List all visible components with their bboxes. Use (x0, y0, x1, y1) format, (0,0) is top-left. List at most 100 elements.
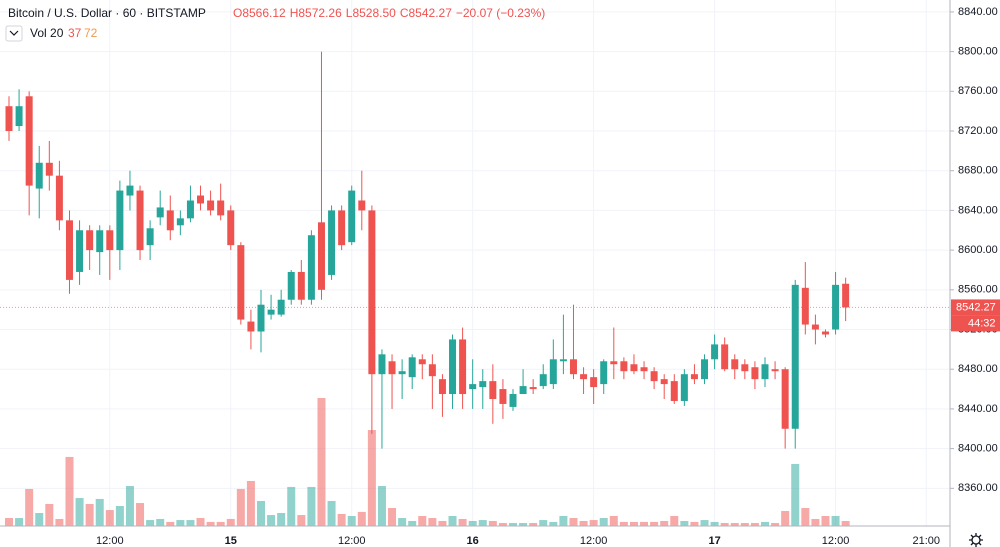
candle-body (197, 195, 205, 204)
candle-body (55, 175, 63, 221)
candle-body (418, 359, 426, 365)
candle-body (690, 374, 698, 380)
volume-bar (25, 488, 34, 526)
candle-body (146, 228, 154, 246)
volume-bar (629, 521, 638, 526)
candle-body (307, 235, 315, 300)
collapse-button[interactable] (5, 25, 23, 42)
candle-body (549, 359, 557, 385)
volume-bar (206, 521, 215, 526)
x-tick-label: 12:00 (580, 535, 608, 547)
candle-body (15, 106, 23, 127)
volume-bar (740, 523, 749, 526)
volume-bar (307, 486, 316, 526)
candle-body (25, 96, 33, 186)
candle-body (832, 284, 840, 330)
volume-legend-value: 37 (68, 26, 82, 40)
volume-bar (287, 486, 296, 526)
volume-bar (438, 520, 447, 526)
volume-bar (377, 485, 386, 526)
candle-body (156, 207, 164, 218)
volume-bar (559, 515, 568, 526)
volume-bar (569, 518, 578, 526)
candle-body (670, 381, 678, 401)
price-pane (5, 51, 850, 449)
candle-body (287, 271, 295, 300)
volume-bar (347, 515, 356, 526)
y-tick-label: 8760.00 (958, 85, 998, 97)
settings-icon[interactable] (969, 533, 983, 547)
volume-bar (196, 518, 205, 526)
candle-body (428, 364, 436, 377)
volume-pane (5, 398, 850, 526)
volume-bar (761, 521, 769, 526)
candle-body (328, 210, 336, 275)
candle-body (45, 162, 53, 176)
x-tick-label: 12:00 (96, 535, 124, 547)
ohlc-value: L8528.50 (346, 6, 396, 20)
volume-bar (468, 520, 477, 526)
y-tick-label: 8480.00 (958, 363, 998, 375)
volume-bar (781, 510, 790, 526)
volume-bar (317, 398, 326, 526)
last-price-label: 8542.27 (956, 301, 996, 313)
candle-body (711, 344, 719, 360)
volume-bar (75, 498, 84, 526)
volume-bar (771, 523, 780, 526)
volume-bar (710, 521, 719, 526)
ohlc-legend: O8566.12 H8572.26 L8528.50 C8542.27 −20.07 (… (233, 6, 545, 20)
collapse-icon (9, 30, 19, 36)
x-tick-label: 21:00 (913, 535, 941, 547)
volume-bar (831, 515, 840, 526)
candle-body (620, 361, 628, 372)
volume-bar (670, 515, 679, 526)
volume-bar (236, 488, 245, 526)
volume-bar (367, 430, 376, 526)
ohlc-value: C8542.27 (400, 6, 452, 20)
candle-body (247, 321, 255, 332)
volume-bar (498, 523, 507, 526)
y-tick-label: 8640.00 (958, 204, 998, 216)
volume-bar (519, 523, 528, 526)
candle-body (398, 371, 406, 375)
volume-bar (327, 500, 336, 526)
candle-body (76, 230, 84, 272)
volume-bar (509, 523, 517, 526)
candle-body (640, 367, 648, 372)
ohlc-value: O8566.12 (233, 6, 286, 20)
last-price-box (951, 299, 1000, 316)
candle-body (650, 371, 658, 382)
candle-body (479, 381, 487, 388)
volume-bar (5, 518, 13, 526)
volume-bar (267, 515, 276, 526)
volume-bar (579, 520, 588, 526)
candle-body (630, 364, 638, 372)
volume-bar (428, 518, 437, 526)
candle-body (267, 309, 275, 315)
candle-body (86, 230, 94, 251)
volume-bar (650, 521, 659, 526)
candle-body (610, 361, 618, 365)
candle-body (388, 361, 396, 375)
candle-body (126, 185, 134, 196)
candle-body (741, 364, 749, 372)
candle-body (297, 271, 305, 300)
volume-bar (146, 520, 155, 526)
candle-body (519, 386, 527, 395)
candle-body (408, 357, 416, 378)
x-tick-label: 12:00 (338, 535, 366, 547)
volume-bar (488, 520, 497, 526)
y-tick-label: 8400.00 (958, 443, 998, 455)
candle-body (529, 387, 537, 390)
y-tick-label: 8560.00 (958, 284, 998, 296)
volume-bar (95, 498, 104, 526)
volume-bar (15, 518, 24, 526)
volume-bar (448, 515, 457, 526)
volume-bar (821, 515, 830, 526)
volume-bar (35, 513, 44, 526)
candle-body (701, 359, 709, 380)
candle-body (842, 283, 850, 308)
candle-body (821, 331, 829, 335)
